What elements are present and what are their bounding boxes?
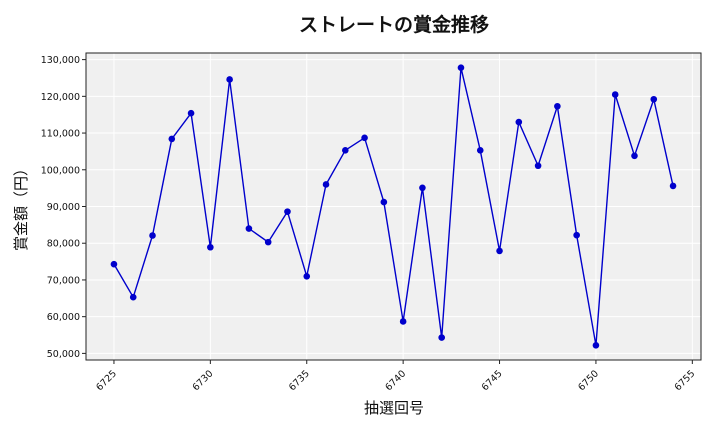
data-point [399, 318, 407, 325]
y-axis-label: 賞金額（円） [12, 161, 30, 251]
data-point [419, 184, 426, 192]
data-point [129, 293, 137, 301]
chart-title: ストレートの賞金推移 [299, 13, 489, 36]
data-point [669, 182, 677, 190]
data-point [168, 135, 176, 143]
data-point [322, 181, 330, 188]
data-point [245, 225, 253, 232]
data-point [476, 147, 484, 154]
data-point [515, 118, 523, 126]
x-axis-label: 抽選回号 [364, 399, 424, 417]
x-tick-label: 6740 [383, 368, 408, 393]
data-point [264, 238, 272, 246]
y-tick-label: 130,000 [41, 55, 80, 66]
y-tick-label: 70,000 [47, 275, 80, 286]
x-tick-label: 6745 [480, 368, 505, 393]
series-line [113, 66, 674, 347]
x-tick-label: 6735 [287, 368, 312, 393]
y-tick-label: 90,000 [47, 202, 80, 213]
x-tick-label: 6730 [191, 368, 216, 393]
y-tick-label: 120,000 [41, 92, 80, 103]
data-point [554, 102, 561, 110]
data-point [457, 64, 465, 71]
grid-lines [86, 53, 701, 360]
data-point [342, 147, 349, 154]
data-point [438, 334, 445, 341]
data-point [149, 232, 156, 239]
data-point [226, 76, 233, 83]
data-point [284, 208, 291, 215]
data-point [496, 247, 503, 255]
y-tick-label: 50,000 [47, 349, 80, 360]
data-point [631, 152, 638, 160]
y-tick-label: 80,000 [47, 239, 80, 250]
y-axis-ticks: 50,000 60,000 70,000 80,000 90,000 100,000 110… [41, 55, 86, 360]
x-tick-label: 6750 [576, 368, 601, 393]
y-tick-label: 60,000 [47, 312, 80, 323]
x-tick-label: 6755 [673, 368, 698, 393]
y-tick-label: 100,000 [41, 165, 80, 176]
y-tick-label: 110,000 [41, 129, 80, 140]
series-group [110, 64, 677, 349]
data-point [592, 342, 600, 349]
data-point [207, 243, 214, 251]
data-point [611, 91, 619, 98]
data-point [187, 109, 195, 117]
data-point [110, 260, 118, 268]
x-tick-label: 6725 [94, 368, 119, 393]
data-point [573, 231, 580, 239]
plot-frame [85, 52, 702, 361]
x-axis-ticks: 6725 6730 6735 6740 6745 6750 6755 [94, 360, 697, 393]
data-point [534, 162, 542, 170]
data-point [650, 95, 658, 103]
data-point [380, 198, 388, 206]
data-point [361, 134, 368, 142]
data-point [303, 272, 311, 280]
